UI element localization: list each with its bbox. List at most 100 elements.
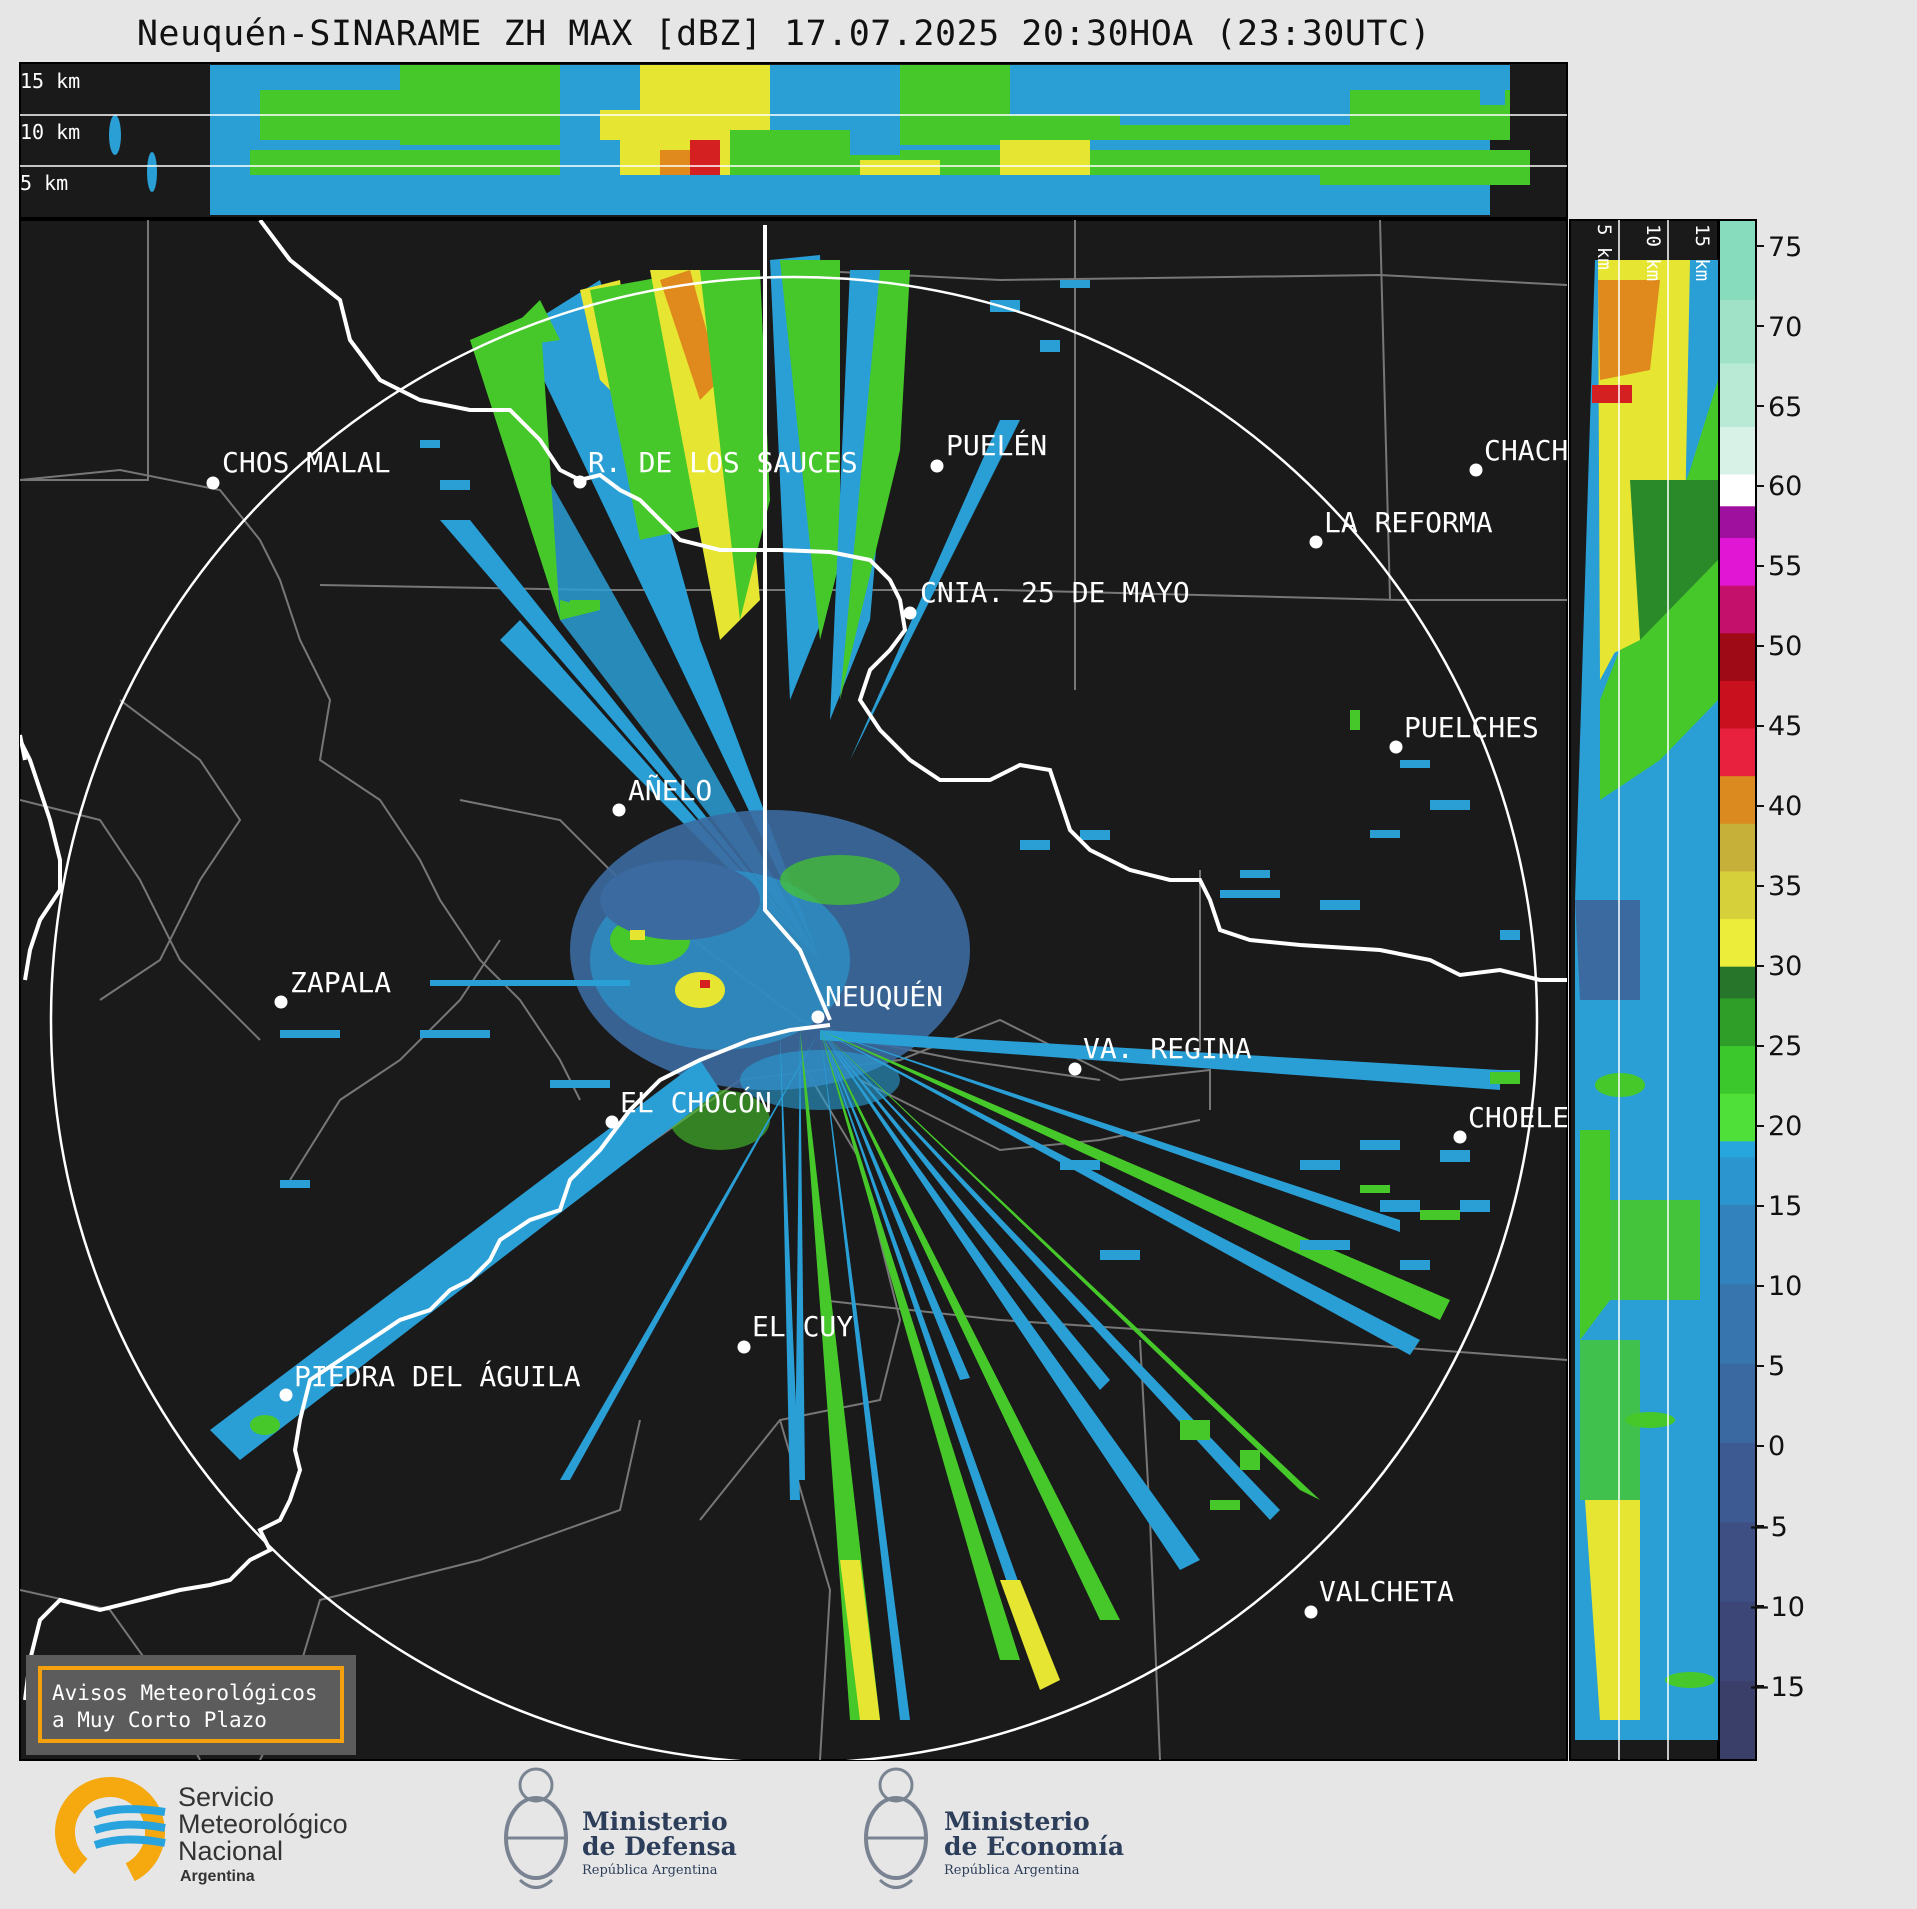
- colorbar-tick-label: 15: [1768, 1191, 1802, 1222]
- ministerio-defensa-logo: Ministerio de Defensa República Argentin…: [504, 1767, 737, 1889]
- colorbar-segment: [1719, 474, 1756, 507]
- colorbar-tick-label: 75: [1768, 232, 1802, 263]
- radar-echoes: [210, 255, 1520, 1720]
- colorbar-segment: [1719, 775, 1756, 824]
- colorbar-segment: [1719, 1140, 1756, 1158]
- economia-logo-line1: Ministerio: [944, 1807, 1090, 1836]
- colorbar-tick-label: 45: [1768, 711, 1802, 742]
- colorbar-segment: [1719, 728, 1756, 777]
- side-height-label-15: 15 km: [1691, 224, 1713, 281]
- smn-logo-line1: Servicio: [178, 1782, 274, 1812]
- city-marker-chach: [1469, 463, 1483, 477]
- colorbar-segment: [1719, 1680, 1756, 1761]
- warning-box-line2: a Muy Corto Plazo: [52, 1708, 267, 1732]
- side-cross-section-panel: 5 km 10 km 15 km: [1569, 219, 1719, 1761]
- city-markers: [206, 459, 1483, 1619]
- defensa-logo-line2: de Defensa: [582, 1832, 737, 1861]
- side-height-label-5: 5 km: [1593, 224, 1615, 270]
- city-marker-el-chocon: [605, 1115, 619, 1129]
- city-label-choele: CHOELE: [1468, 1101, 1569, 1134]
- city-marker-choele: [1453, 1130, 1467, 1144]
- colorbar-segment: [1719, 1442, 1756, 1523]
- radar-map-panel: CHOS MALAL R. DE LOS SAUCES PUELÉN CHACH…: [19, 219, 1569, 1761]
- smn-logo-line2: Meteorológico: [178, 1809, 348, 1839]
- colorbar-segment: [1719, 997, 1756, 1047]
- colorbar-segment: [1719, 918, 1756, 967]
- colorbar: 75 70 65 60 55 50 45 40 35 30 25 20 15 1…: [1718, 219, 1805, 1761]
- colorbar-tick-label: 25: [1768, 1031, 1802, 1062]
- city-marker-puelches: [1389, 740, 1403, 754]
- side-height-label-10: 10 km: [1642, 224, 1664, 281]
- colorbar-tick-label: 55: [1768, 551, 1802, 582]
- city-marker-zapala: [274, 995, 288, 1009]
- economia-logo-line2: de Economía: [944, 1832, 1124, 1861]
- colorbar-segment: [1719, 1363, 1756, 1443]
- city-marker-va-regina: [1068, 1062, 1082, 1076]
- city-marker-puelen: [930, 459, 944, 473]
- top-height-label-10: 10 km: [20, 120, 80, 144]
- colorbar-segment: [1719, 426, 1756, 475]
- colorbar-tick-label: −5: [1748, 1512, 1788, 1543]
- colorbar-segment: [1719, 1156, 1756, 1205]
- city-marker-chos-malal: [206, 476, 220, 490]
- colorbar-tick-label: 0: [1768, 1431, 1785, 1462]
- colorbar-segment: [1719, 823, 1756, 872]
- colorbar-tick-label: 70: [1768, 312, 1802, 343]
- warning-box: Avisos Meteorológicos a Muy Corto Plazo: [26, 1655, 356, 1755]
- colorbar-segment: [1719, 1045, 1756, 1094]
- colorbar-segment: [1719, 220, 1756, 300]
- colorbar-segment: [1719, 585, 1756, 634]
- colorbar-segment: [1719, 1093, 1756, 1142]
- city-label-chach: CHACH: [1484, 434, 1568, 467]
- city-label-neuquen: NEUQUÉN: [825, 979, 943, 1013]
- top-height-label-15: 15 km: [20, 69, 80, 93]
- city-label-r-de-los-sauces: R. DE LOS SAUCES: [588, 446, 858, 479]
- city-marker-neuquen: [811, 1010, 825, 1024]
- colorbar-tick-label: 10: [1768, 1271, 1802, 1302]
- range-ring: [49, 275, 1539, 1760]
- city-label-va-regina: VA. REGINA: [1083, 1032, 1252, 1065]
- colorbar-segment: [1719, 537, 1756, 586]
- city-label-anelo: AÑELO: [628, 773, 712, 807]
- city-marker-valcheta: [1304, 1605, 1318, 1619]
- colorbar-tick-label: 30: [1768, 951, 1802, 982]
- city-label-piedra-del-aguila: PIEDRA DEL ÁGUILA: [294, 1359, 581, 1393]
- city-marker-r-de-los-sauces: [573, 475, 587, 489]
- city-label-zapala: ZAPALA: [290, 966, 391, 999]
- warning-box-line1: Avisos Meteorológicos: [52, 1681, 318, 1705]
- smn-logo-line4: Argentina: [180, 1868, 255, 1885]
- colorbar-tick-label: 5: [1768, 1351, 1785, 1382]
- defensa-logo-line3: República Argentina: [582, 1863, 718, 1878]
- city-label-chos-malal: CHOS MALAL: [222, 446, 391, 479]
- city-label-valcheta: VALCHETA: [1319, 1575, 1454, 1608]
- city-label-el-cuy: EL CUY: [752, 1310, 853, 1343]
- smn-logo-line3: Nacional: [178, 1836, 283, 1866]
- ministerio-economia-logo: Ministerio de Economía República Argenti…: [864, 1767, 1124, 1889]
- economia-logo-line3: República Argentina: [944, 1863, 1080, 1878]
- colorbar-tick-label: 40: [1768, 791, 1802, 822]
- colorbar-segment: [1719, 362, 1756, 427]
- city-marker-anelo: [612, 803, 626, 817]
- coat-of-arms-icon: [504, 1767, 568, 1889]
- city-label-cnia-25-de-mayo: CNIA. 25 DE MAYO: [920, 576, 1190, 609]
- top-cross-section-panel: 15 km 10 km 5 km: [19, 62, 1568, 219]
- city-marker-el-cuy: [737, 1340, 751, 1354]
- colorbar-tick-label: −10: [1748, 1592, 1805, 1623]
- colorbar-segment: [1719, 632, 1756, 681]
- colorbar-tick-label: 60: [1768, 471, 1802, 502]
- colorbar-tick-label: 35: [1768, 871, 1802, 902]
- colorbar-segment: [1719, 1601, 1756, 1682]
- colorbar-segment: [1719, 870, 1756, 920]
- colorbar-tick-label: 65: [1768, 392, 1802, 423]
- colorbar-segment: [1719, 680, 1756, 729]
- city-label-la-reforma: LA REFORMA: [1324, 506, 1493, 539]
- colorbar-segments: [1719, 220, 1756, 1761]
- rivers: [20, 220, 1567, 1701]
- city-marker-piedra-del-aguila: [279, 1388, 293, 1402]
- colorbar-segment: [1719, 966, 1756, 999]
- city-label-puelen: PUELÉN: [946, 428, 1047, 462]
- map-title: Neuquén-SINARAME ZH MAX [dBZ] 17.07.2025…: [136, 14, 1432, 54]
- defensa-logo-line1: Ministerio: [582, 1807, 728, 1836]
- colorbar-tick-label: 20: [1768, 1111, 1802, 1142]
